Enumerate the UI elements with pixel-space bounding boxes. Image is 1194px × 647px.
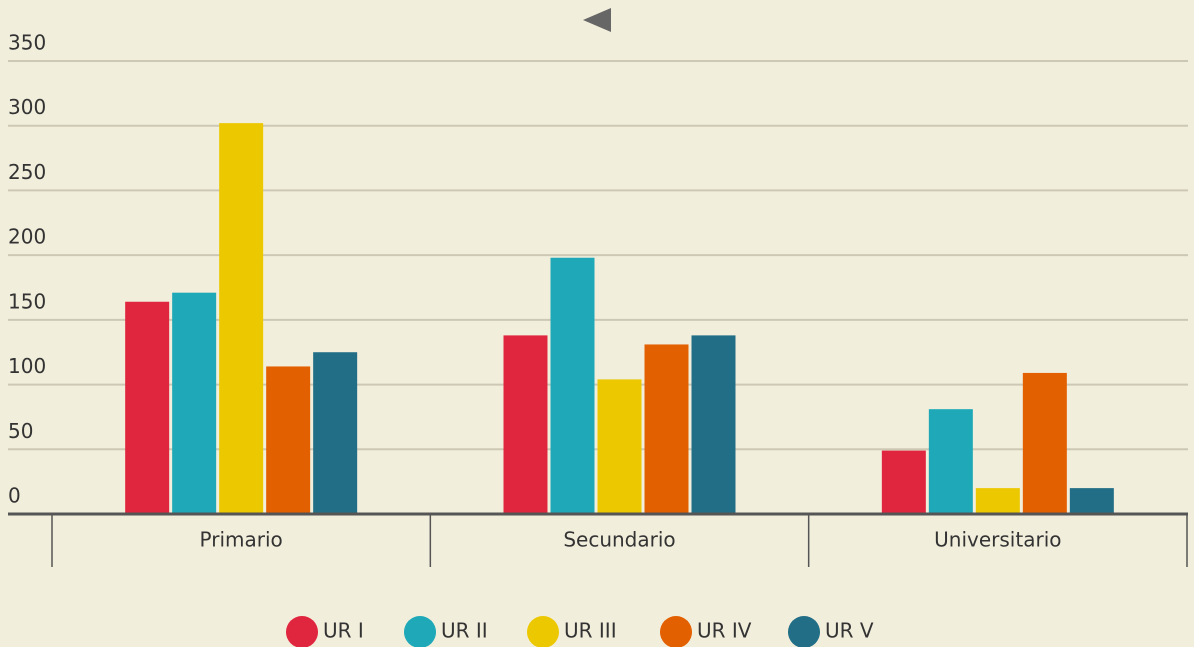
legend-label: UR V	[825, 619, 874, 643]
y-tick-label: 150	[8, 289, 46, 313]
bar	[1022, 372, 1067, 514]
legend-label: UR III	[564, 619, 617, 643]
legend-label: UR IV	[697, 619, 752, 643]
bar	[313, 352, 358, 514]
bar	[503, 335, 548, 514]
y-tick-label: 300	[8, 95, 46, 119]
x-tick-label: Universitario	[934, 528, 1061, 552]
bar	[172, 292, 217, 514]
bar	[644, 344, 689, 514]
y-tick-label: 350	[8, 31, 46, 55]
legend-label: UR I	[323, 619, 364, 643]
legend-swatch	[788, 616, 820, 647]
x-tick-label: Primario	[200, 528, 283, 552]
x-tick-label: Secundario	[563, 528, 675, 552]
bar	[1069, 488, 1114, 514]
y-tick-label: 0	[8, 484, 21, 508]
legend-swatch	[286, 616, 318, 647]
y-tick-label: 50	[8, 419, 33, 443]
nav-arrow[interactable]	[583, 8, 611, 32]
bar	[125, 301, 170, 514]
bar	[550, 257, 595, 514]
legend-swatch	[660, 616, 692, 647]
legend-swatch	[527, 616, 559, 647]
y-tick-label: 250	[8, 160, 46, 184]
bar	[597, 379, 642, 514]
bar	[266, 366, 311, 514]
bar	[928, 409, 973, 514]
bar	[219, 123, 264, 514]
y-tick-label: 200	[8, 225, 46, 249]
legend-label: UR II	[441, 619, 488, 643]
y-tick-label: 100	[8, 354, 46, 378]
bar	[975, 488, 1020, 514]
bar	[881, 450, 926, 514]
legend-swatch	[404, 616, 436, 647]
bar	[691, 335, 736, 514]
